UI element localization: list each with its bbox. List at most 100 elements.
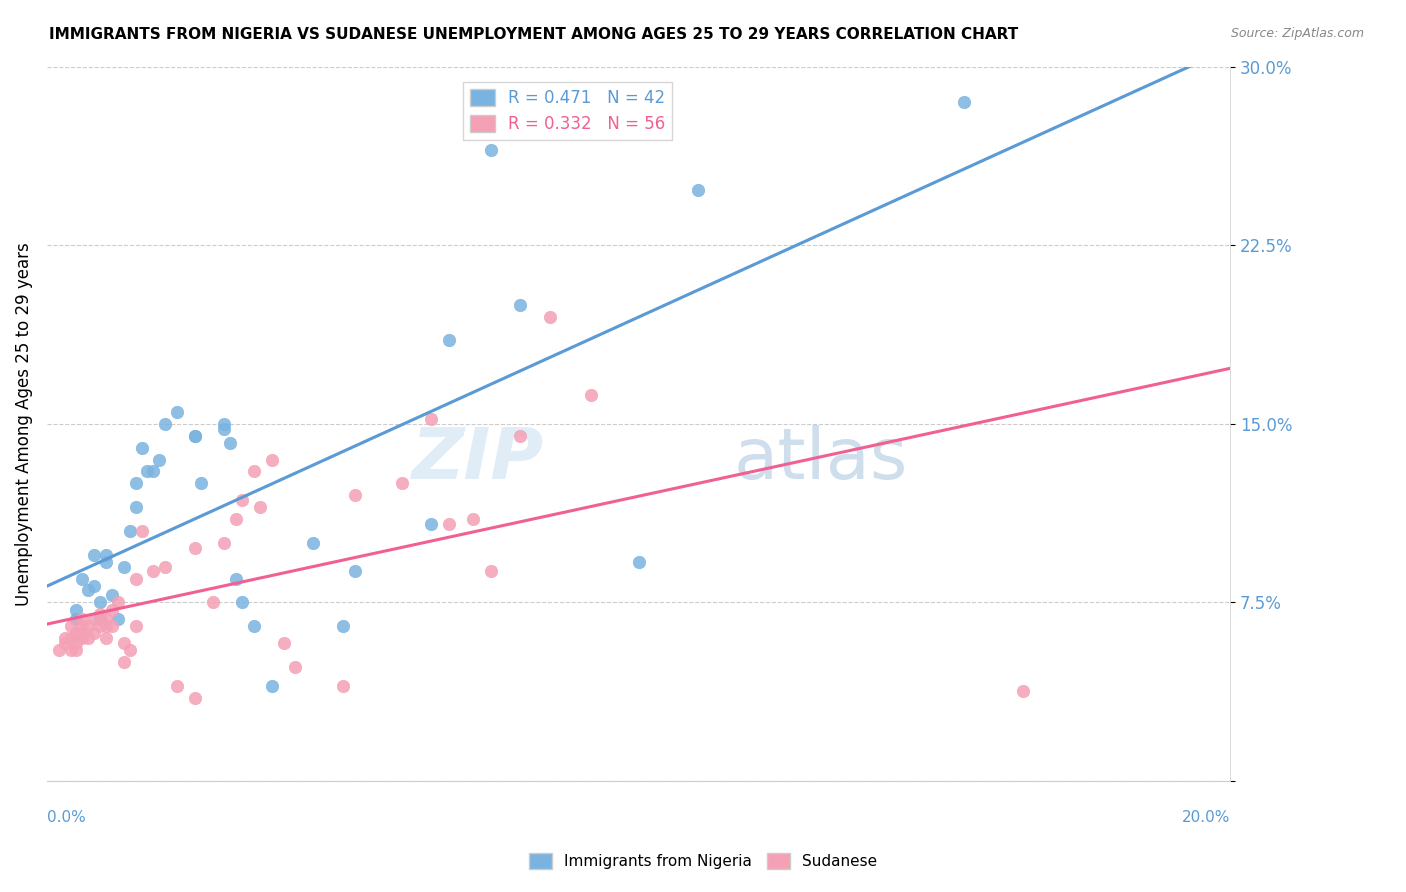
Text: IMMIGRANTS FROM NIGERIA VS SUDANESE UNEMPLOYMENT AMONG AGES 25 TO 29 YEARS CORRE: IMMIGRANTS FROM NIGERIA VS SUDANESE UNEM… — [49, 27, 1018, 42]
Point — [627, 555, 650, 569]
Point — [65, 602, 87, 616]
Y-axis label: Unemployment Among Ages 25 to 29 years: Unemployment Among Ages 25 to 29 years — [15, 242, 32, 606]
Point — [420, 412, 443, 426]
Point — [343, 488, 366, 502]
Point — [1012, 683, 1035, 698]
Point — [166, 405, 188, 419]
Point — [101, 619, 124, 633]
Point — [343, 565, 366, 579]
Point — [118, 524, 141, 538]
Point — [332, 679, 354, 693]
Point — [214, 421, 236, 435]
Point — [142, 465, 165, 479]
Point — [201, 595, 224, 609]
Point — [439, 516, 461, 531]
Point — [142, 565, 165, 579]
Point — [479, 565, 502, 579]
Point — [420, 516, 443, 531]
Point — [59, 643, 82, 657]
Point — [65, 643, 87, 657]
Point — [214, 417, 236, 431]
Point — [124, 476, 146, 491]
Point — [332, 619, 354, 633]
Point — [59, 631, 82, 645]
Point — [131, 524, 153, 538]
Point — [77, 631, 100, 645]
Point — [89, 595, 111, 609]
Text: 20.0%: 20.0% — [1182, 810, 1230, 824]
Point — [77, 583, 100, 598]
Point — [461, 512, 484, 526]
Point — [231, 493, 253, 508]
Point — [118, 643, 141, 657]
Point — [953, 95, 976, 110]
Point — [148, 452, 170, 467]
Point — [72, 631, 94, 645]
Text: atlas: atlas — [733, 425, 908, 494]
Point — [214, 536, 236, 550]
Point — [65, 626, 87, 640]
Point — [89, 619, 111, 633]
Point — [155, 559, 177, 574]
Point — [83, 612, 105, 626]
Point — [184, 541, 207, 555]
Point — [83, 579, 105, 593]
Legend: R = 0.471   N = 42, R = 0.332   N = 56: R = 0.471 N = 42, R = 0.332 N = 56 — [463, 82, 672, 140]
Point — [284, 659, 307, 673]
Point — [225, 512, 247, 526]
Point — [94, 555, 117, 569]
Point — [112, 655, 135, 669]
Point — [59, 619, 82, 633]
Point — [249, 500, 271, 515]
Point — [260, 452, 283, 467]
Point — [112, 559, 135, 574]
Point — [124, 572, 146, 586]
Point — [439, 334, 461, 348]
Point — [260, 679, 283, 693]
Legend: Immigrants from Nigeria, Sudanese: Immigrants from Nigeria, Sudanese — [523, 847, 883, 875]
Point — [83, 626, 105, 640]
Point — [538, 310, 561, 324]
Point — [48, 643, 70, 657]
Point — [72, 612, 94, 626]
Point — [77, 619, 100, 633]
Point — [101, 588, 124, 602]
Point — [131, 441, 153, 455]
Point — [509, 298, 531, 312]
Point — [243, 619, 266, 633]
Point — [190, 476, 212, 491]
Point — [166, 679, 188, 693]
Point — [686, 183, 709, 197]
Point — [65, 612, 87, 626]
Point — [89, 612, 111, 626]
Point — [72, 626, 94, 640]
Point — [391, 476, 413, 491]
Point — [302, 536, 325, 550]
Point — [107, 612, 129, 626]
Point — [107, 595, 129, 609]
Point — [581, 388, 603, 402]
Point — [53, 631, 76, 645]
Point — [124, 500, 146, 515]
Point — [53, 636, 76, 650]
Point — [72, 572, 94, 586]
Point — [219, 435, 242, 450]
Point — [65, 636, 87, 650]
Point — [94, 612, 117, 626]
Point — [101, 602, 124, 616]
Point — [509, 428, 531, 442]
Point — [184, 428, 207, 442]
Point — [112, 636, 135, 650]
Point — [124, 619, 146, 633]
Point — [184, 690, 207, 705]
Point — [184, 428, 207, 442]
Text: 0.0%: 0.0% — [46, 810, 86, 824]
Point — [479, 143, 502, 157]
Text: Source: ZipAtlas.com: Source: ZipAtlas.com — [1230, 27, 1364, 40]
Point — [225, 572, 247, 586]
Point — [89, 607, 111, 622]
Text: ZIP: ZIP — [412, 425, 544, 494]
Point — [231, 595, 253, 609]
Point — [155, 417, 177, 431]
Point — [72, 619, 94, 633]
